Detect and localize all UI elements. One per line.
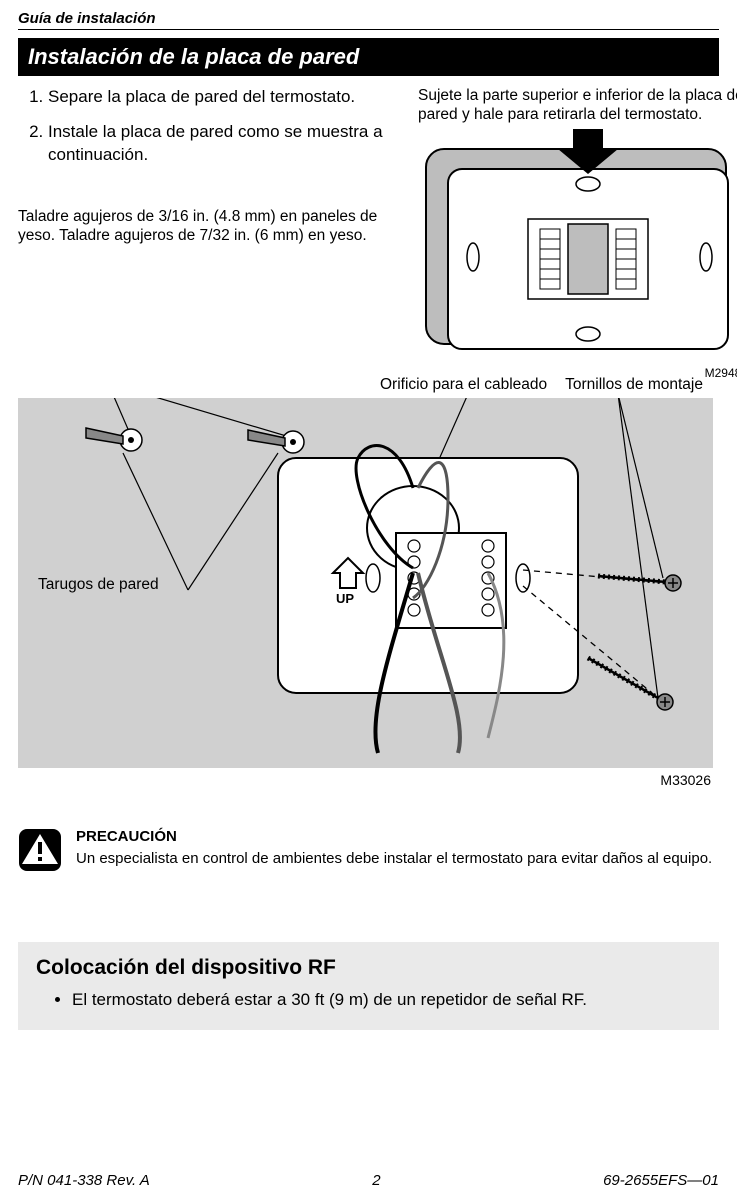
footer-page-number: 2 — [372, 1172, 380, 1189]
diagram-top-labels: Orificio para el cableado Tornillos de m… — [380, 376, 703, 394]
mounting-diagram-container: Orificio para el cableado Tornillos de m… — [18, 398, 719, 788]
mounting-svg: UP — [18, 398, 713, 768]
rf-list: El termostato deberá estar a 30 ft (9 m)… — [36, 990, 701, 1010]
caution-block: PRECAUCIÓN Un especialista en control de… — [18, 828, 719, 872]
mounting-screw-bottom-icon — [588, 658, 673, 710]
svg-text:UP: UP — [336, 591, 354, 606]
caution-heading: PRECAUCIÓN — [76, 828, 712, 845]
section-title: Instalación de la placa de pared — [18, 38, 719, 76]
mounting-screw-top-icon — [598, 575, 681, 591]
caution-text-block: PRECAUCIÓN Un especialista en control de… — [76, 828, 712, 869]
rf-placement-box: Colocación del dispositivo RF El termost… — [18, 942, 719, 1030]
footer-left: P/N 041-338 Rev. A — [18, 1172, 150, 1189]
page-footer: P/N 041-338 Rev. A 2 69-2655EFS—01 — [18, 1172, 719, 1189]
figure-id-large: M33026 — [18, 772, 711, 788]
rf-item: El termostato deberá estar a 30 ft (9 m)… — [72, 990, 701, 1010]
drill-instructions: Taladre agujeros de 3/16 in. (4.8 mm) en… — [18, 207, 398, 246]
caution-body: Un especialista en control de ambientes … — [76, 849, 712, 869]
steps-column: Separe la placa de pared del termostato.… — [18, 86, 398, 380]
wall-anchor-left-icon — [86, 428, 142, 451]
label-screws: Tornillos de montaje — [565, 376, 703, 394]
install-steps: Separe la placa de pared del termostato.… — [18, 86, 398, 167]
wallplate-separation-figure — [418, 129, 737, 359]
label-wire-hole: Orificio para el cableado — [380, 376, 547, 394]
header-rule — [18, 29, 719, 30]
content-columns: Separe la placa de pared del termostato.… — [18, 86, 719, 380]
step-1: Separe la placa de pared del termostato. — [48, 86, 398, 109]
grasp-caption: Sujete la parte superior e inferior de l… — [418, 86, 737, 125]
footer-right: 69-2655EFS—01 — [603, 1172, 719, 1189]
caution-icon — [18, 828, 62, 872]
mounting-diagram: Orificio para el cableado Tornillos de m… — [18, 398, 713, 768]
wallplate-column: Sujete la parte superior e inferior de l… — [418, 86, 737, 380]
rf-title: Colocación del dispositivo RF — [36, 956, 701, 980]
page-header: Guía de instalación — [18, 10, 719, 27]
step-2: Instale la placa de pared como se muestr… — [48, 121, 398, 167]
